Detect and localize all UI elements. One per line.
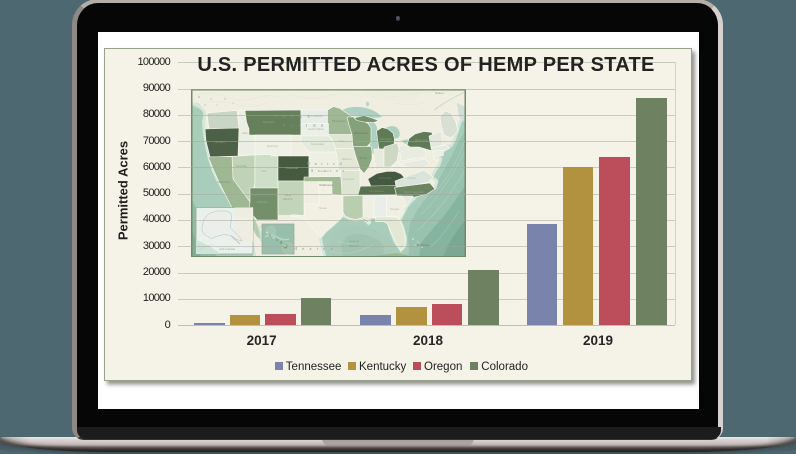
svg-text:S t a t e s: S t a t e s — [311, 168, 346, 173]
svg-text:Wyoming: Wyoming — [267, 144, 278, 148]
svg-text:Mexico: Mexico — [283, 197, 293, 201]
svg-text:Kentucky: Kentucky — [379, 176, 392, 180]
svg-text:Utah: Utah — [261, 169, 267, 173]
svg-text:Montana: Montana — [263, 120, 275, 124]
svg-text:Missouri: Missouri — [342, 157, 352, 161]
svg-text:South Dakota: South Dakota — [308, 127, 324, 131]
svg-text:Arizona: Arizona — [257, 200, 268, 204]
svg-text:Nebraska: Nebraska — [311, 142, 324, 146]
svg-text:Bahamas: Bahamas — [417, 243, 430, 247]
svg-text:Iowa: Iowa — [339, 139, 345, 143]
svg-text:Georgia: Georgia — [390, 207, 400, 211]
svg-text:Minnesota: Minnesota — [332, 119, 346, 123]
svg-text:Ottawa: Ottawa — [435, 91, 444, 95]
svg-text:Texas: Texas — [319, 206, 327, 210]
svg-text:Gulf of: Gulf of — [349, 239, 360, 243]
svg-text:Illinois: Illinois — [359, 156, 368, 160]
svg-text:Tennessee: Tennessee — [369, 189, 384, 193]
svg-text:North Carolina: North Carolina — [404, 190, 424, 194]
svg-text:M e x i c o: M e x i c o — [293, 246, 335, 251]
svg-text:Michigan: Michigan — [380, 137, 392, 141]
svg-text:Idaho: Idaho — [242, 131, 249, 135]
svg-text:Gulf of Alaska: Gulf of Alaska — [219, 248, 236, 251]
svg-text:Mexico: Mexico — [348, 244, 359, 248]
svg-text:Oklahoma: Oklahoma — [319, 183, 333, 187]
svg-text:Wisconsin: Wisconsin — [354, 131, 368, 135]
svg-text:P L A I N S: P L A I N S — [283, 123, 325, 128]
svg-text:G R E A T: G R E A T — [275, 114, 312, 119]
svg-text:U n i t e d: U n i t e d — [307, 161, 343, 166]
svg-text:California: California — [217, 180, 230, 184]
svg-text:Arkansas: Arkansas — [343, 177, 355, 181]
svg-text:Nevada: Nevada — [236, 164, 247, 168]
svg-text:Kansas: Kansas — [319, 169, 330, 173]
svg-text:Virginia: Virginia — [407, 176, 416, 180]
svg-text:New York: New York — [415, 138, 428, 142]
